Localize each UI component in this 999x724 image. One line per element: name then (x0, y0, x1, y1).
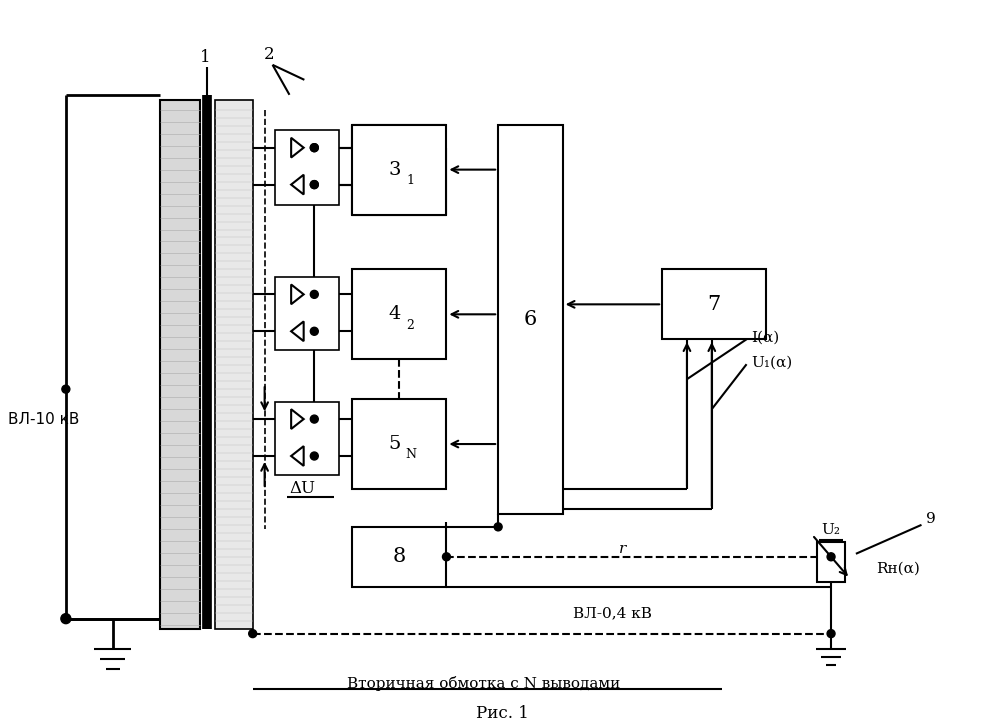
Text: ΔU: ΔU (290, 481, 316, 497)
Text: 6: 6 (523, 310, 537, 329)
Text: Вторичная обмотка с N выводами: Вторичная обмотка с N выводами (347, 676, 619, 691)
Circle shape (311, 143, 319, 151)
Text: 8: 8 (393, 547, 406, 566)
Bar (817, 542, 845, 582)
Bar (275, 277, 339, 350)
Text: Rн(α): Rн(α) (876, 562, 920, 576)
Bar (275, 402, 339, 475)
Text: 1: 1 (200, 49, 211, 67)
Text: 4: 4 (389, 306, 401, 324)
Bar (662, 269, 766, 340)
Text: Рис. 1: Рис. 1 (476, 705, 528, 722)
Circle shape (827, 553, 835, 561)
Circle shape (495, 523, 502, 531)
Bar (275, 130, 339, 205)
Text: 7: 7 (707, 295, 721, 313)
Text: I(α): I(α) (751, 330, 780, 345)
Circle shape (443, 553, 451, 561)
Circle shape (311, 290, 319, 298)
Bar (352, 399, 447, 489)
Bar (215, 100, 253, 628)
Circle shape (62, 385, 70, 393)
Circle shape (311, 143, 319, 151)
Bar (352, 527, 447, 586)
Text: 3: 3 (389, 161, 401, 179)
Text: ВЛ-10 кВ: ВЛ-10 кВ (8, 411, 80, 426)
Circle shape (61, 614, 71, 623)
Text: 5: 5 (389, 435, 401, 453)
Text: N: N (406, 448, 417, 461)
Text: 1: 1 (407, 174, 415, 187)
Circle shape (311, 452, 319, 460)
Circle shape (311, 180, 319, 188)
Circle shape (827, 630, 835, 638)
Text: U₂: U₂ (821, 523, 840, 536)
Text: 2: 2 (407, 319, 415, 332)
Bar (352, 269, 447, 359)
Bar (352, 125, 447, 214)
Text: 2: 2 (265, 46, 275, 64)
Circle shape (249, 630, 257, 638)
Circle shape (311, 327, 319, 335)
Text: ВЛ-0,4 кВ: ВЛ-0,4 кВ (573, 607, 652, 620)
Circle shape (311, 180, 319, 188)
Bar (160, 100, 200, 628)
Text: U₁(α): U₁(α) (751, 355, 793, 369)
Circle shape (311, 415, 319, 423)
Text: 9: 9 (925, 512, 935, 526)
Text: r: r (618, 542, 626, 556)
Bar (499, 125, 562, 514)
